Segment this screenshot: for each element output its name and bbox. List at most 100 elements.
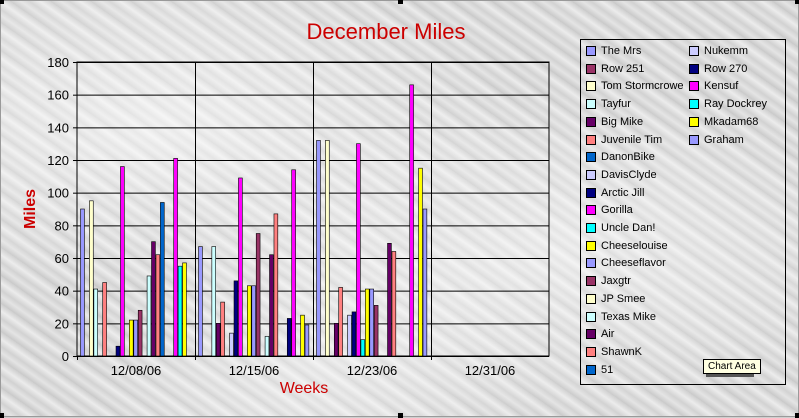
y-tick-label: 120 xyxy=(47,153,69,168)
y-tick-label: 100 xyxy=(47,186,69,201)
legend-swatch xyxy=(586,364,596,375)
y-tick-label: 20 xyxy=(55,316,69,331)
legend-swatch xyxy=(586,223,596,233)
resize-handle-bottom-right[interactable] xyxy=(795,413,799,418)
x-axis-ticks: 12/08/06 12/15/06 12/23/06 12/31/06 xyxy=(77,356,515,378)
legend-swatch xyxy=(689,63,699,74)
legend-swatch xyxy=(586,116,596,127)
legend-label: Row 251 xyxy=(601,62,645,75)
legend-label: Juvenile Tim xyxy=(601,133,663,146)
bar xyxy=(155,254,161,357)
legend-label: JP Smee xyxy=(601,292,646,305)
legend-label: Nukemm xyxy=(704,45,749,57)
chart-area-tooltip: Chart Area xyxy=(703,359,761,374)
bars-group xyxy=(80,84,428,357)
bar xyxy=(229,332,234,357)
chart-title: December Miles xyxy=(307,19,466,44)
bar xyxy=(304,324,310,357)
resize-handle-top-right[interactable] xyxy=(795,0,799,4)
bar xyxy=(93,288,98,357)
bar xyxy=(291,169,296,357)
bar xyxy=(300,314,305,357)
bar xyxy=(387,243,392,357)
x-tick-label: 12/08/06 xyxy=(111,363,162,378)
resize-handle-bottom-mid[interactable] xyxy=(398,413,403,418)
bar xyxy=(120,166,125,357)
legend-label: Big Mike xyxy=(601,115,644,128)
legend-swatch xyxy=(586,293,596,304)
legend-swatch xyxy=(689,46,699,56)
y-tick-label: 180 xyxy=(47,55,69,70)
bar xyxy=(89,200,94,357)
legend-swatch xyxy=(586,346,596,357)
bar xyxy=(273,213,279,357)
bar xyxy=(129,319,134,357)
bar xyxy=(269,254,274,357)
bar xyxy=(177,265,183,357)
legend-label: Graham xyxy=(704,133,744,146)
legend-swatch xyxy=(689,116,699,127)
bar xyxy=(251,285,256,357)
bar xyxy=(347,314,352,357)
legend-label: Uncle Dan! xyxy=(601,222,656,234)
legend-label: Gorilla xyxy=(601,204,633,217)
bar xyxy=(351,311,357,357)
bar xyxy=(133,319,138,357)
bar xyxy=(198,246,203,357)
bar xyxy=(173,158,178,357)
bar xyxy=(220,301,225,357)
legend-swatch xyxy=(586,258,596,269)
legend-label: DanonBike xyxy=(601,151,655,164)
bar xyxy=(338,287,343,357)
bar xyxy=(316,140,321,357)
y-tick-label: 140 xyxy=(47,120,69,135)
resize-handle-bottom-left[interactable] xyxy=(0,413,4,418)
legend-swatch xyxy=(586,205,596,216)
bar xyxy=(233,280,239,357)
bar xyxy=(151,241,156,357)
legend-swatch xyxy=(586,311,596,322)
x-tick-label: 12/15/06 xyxy=(229,363,280,378)
legend-label: 51 xyxy=(601,363,614,376)
y-tick-label: 40 xyxy=(55,284,69,299)
y-axis-ticks: 0 20 40 60 80 100 120 140 160 180 xyxy=(47,55,77,364)
y-axis-title: Miles xyxy=(22,189,39,229)
resize-handle-top-mid[interactable] xyxy=(398,0,403,4)
bar xyxy=(418,167,423,357)
bar xyxy=(373,305,379,357)
legend[interactable]: The Mrs Row 251 Tom Stormcrowe Tayfur Big Mi… xyxy=(580,39,786,385)
bar xyxy=(146,275,152,357)
bar xyxy=(238,177,243,357)
bar xyxy=(255,233,261,357)
legend-label: Tom Stormcrowe xyxy=(601,80,684,93)
legend-label: Ray Dockrey xyxy=(704,98,767,111)
resize-handle-top-left[interactable] xyxy=(0,0,4,4)
legend-label: Texas Mike xyxy=(601,310,657,323)
bar xyxy=(264,336,270,357)
bar xyxy=(365,288,370,357)
bar xyxy=(333,323,339,357)
legend-swatch xyxy=(586,276,596,287)
bar xyxy=(356,143,361,357)
legend-label: Row 270 xyxy=(704,62,748,75)
bar xyxy=(360,339,366,357)
legend-swatch xyxy=(586,99,596,110)
bar xyxy=(247,285,252,357)
x-axis-title: Weeks xyxy=(280,380,329,397)
legend-label: The Mrs xyxy=(601,45,642,57)
bar xyxy=(80,208,85,357)
legend-label: Cheeselouise xyxy=(601,239,668,252)
bar xyxy=(286,318,292,357)
legend-swatch xyxy=(586,81,596,92)
bar xyxy=(215,323,221,357)
legend-label: ShawnK xyxy=(601,345,642,358)
legend-label: Kensuf xyxy=(704,80,739,93)
bar xyxy=(137,309,143,357)
legend-label: Mkadam68 xyxy=(704,115,759,128)
y-tick-label: 160 xyxy=(47,88,69,103)
bar xyxy=(160,202,165,357)
bar xyxy=(409,84,414,357)
y-tick-label: 60 xyxy=(55,251,69,266)
